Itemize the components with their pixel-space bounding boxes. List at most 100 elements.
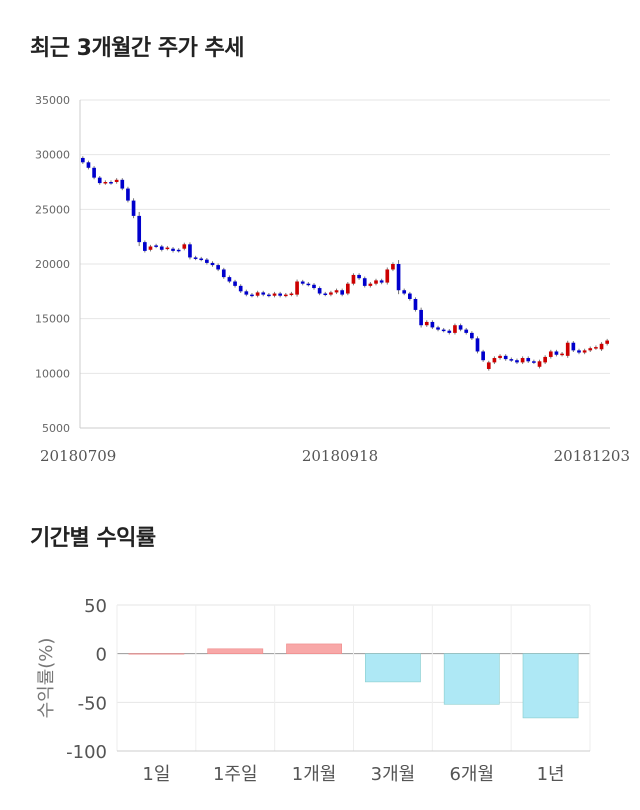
price-candle: [441, 329, 446, 332]
returns-title: 기간별 수익률: [30, 526, 156, 551]
price-candle: [97, 177, 102, 184]
price-candle: [526, 358, 531, 362]
price-candle: [470, 332, 474, 339]
price-candle: [126, 188, 130, 201]
returns-bar: [128, 653, 185, 655]
price-candle: [148, 246, 153, 250]
price-candle: [317, 288, 322, 294]
price-candle: [532, 361, 536, 363]
price-candle: [154, 245, 158, 247]
price-candle: [424, 321, 429, 326]
price-candle: [159, 246, 164, 250]
returns-y-axis-label: 수익률(%): [36, 638, 57, 719]
price-candle: [250, 294, 254, 297]
returns-bar: [522, 653, 579, 719]
returns-bar: [207, 648, 264, 654]
price-candle: [605, 340, 610, 344]
price-candle: [188, 244, 192, 258]
price-y-tick-label: 25000: [35, 203, 70, 216]
price-candle: [289, 293, 294, 296]
returns-x-tick-label: 3개월: [371, 764, 416, 785]
returns-bar: [286, 643, 342, 654]
price-candle: [458, 325, 463, 330]
price-candle: [464, 329, 469, 333]
price-candle: [560, 353, 564, 356]
price-candle: [453, 325, 457, 333]
price-candle: [391, 264, 395, 270]
price-candle: [486, 362, 491, 369]
price-candle: [261, 292, 266, 295]
price-candle: [588, 348, 593, 351]
price-candle: [436, 327, 440, 330]
returns-y-tick-label: 50: [84, 596, 107, 617]
price-candle: [368, 283, 373, 286]
returns-x-tick-label: 1개월: [292, 764, 337, 785]
price-candle: [114, 179, 119, 182]
price-candle: [419, 309, 423, 326]
returns-bar: [443, 653, 500, 705]
price-candle: [582, 350, 587, 353]
price-candle: [120, 179, 125, 189]
price-candle: [278, 293, 282, 296]
price-candle: [283, 294, 288, 297]
price-x-tick-label: 20180709: [40, 447, 116, 465]
price-candle: [131, 200, 136, 216]
price-candle: [103, 182, 108, 184]
price-candle: [323, 293, 328, 296]
price-candle: [357, 274, 361, 279]
price-candle: [80, 157, 85, 163]
price-candle: [498, 355, 502, 359]
price-x-tick-label: 20181203: [554, 447, 630, 465]
price-candle: [515, 360, 519, 363]
price-candle: [543, 356, 547, 363]
price-candle: [272, 293, 277, 296]
price-y-tick-label: 20000: [35, 258, 70, 271]
price-candle: [408, 293, 412, 299]
price-candle: [509, 359, 514, 361]
price-candle: [571, 342, 576, 351]
price-candle: [554, 351, 559, 355]
price-y-tick-label: 30000: [35, 149, 70, 162]
price-candle: [221, 269, 226, 278]
price-candle: [233, 281, 237, 286]
price-candle: [92, 167, 96, 178]
returns-x-tick-label: 1년: [537, 764, 565, 785]
price-candle: [216, 265, 220, 270]
price-candle: [210, 262, 215, 266]
price-candle: [306, 283, 311, 286]
price-candle: [312, 284, 316, 289]
price-x-tick-label: 20180918: [302, 447, 378, 465]
price-trend-title: 최근 3개월간 주가 추세: [30, 36, 244, 61]
price-candle: [537, 361, 542, 367]
returns-x-tick-label: 1주일: [213, 764, 258, 785]
returns-bar-chart: 50 0 -50 -100 1일 1주일 1개월 3개월 6개월 1년 수익률(%): [36, 596, 591, 785]
returns-y-tick-label: -50: [78, 693, 107, 714]
price-y-tick-label: 5000: [42, 422, 70, 435]
price-candle: [182, 244, 187, 249]
price-candle: [329, 292, 333, 295]
price-candle: [430, 321, 435, 328]
price-candle: [199, 258, 204, 261]
price-candle: [594, 347, 598, 349]
price-candle: [205, 259, 209, 263]
price-candlestick-chart: 35000 30000 25000 20000 15000 10000 5000 201807…: [35, 94, 630, 465]
price-candle: [238, 285, 243, 292]
price-candle: [340, 290, 345, 295]
price-candle: [374, 280, 378, 284]
price-candle: [295, 281, 299, 295]
price-candle: [577, 350, 581, 353]
returns-x-tick-label: 1일: [142, 764, 170, 785]
price-candle: [165, 247, 170, 250]
price-candle: [227, 277, 232, 282]
price-candle: [176, 249, 181, 252]
price-candle: [334, 290, 339, 293]
price-candle: [300, 281, 305, 284]
price-candle: [351, 274, 356, 284]
price-candle: [447, 330, 452, 333]
price-candle: [396, 264, 401, 291]
price-candle: [492, 358, 497, 363]
price-candle: [143, 242, 147, 251]
price-candle: [193, 257, 198, 259]
price-y-tick-label: 10000: [35, 367, 70, 380]
price-candle: [362, 278, 367, 286]
